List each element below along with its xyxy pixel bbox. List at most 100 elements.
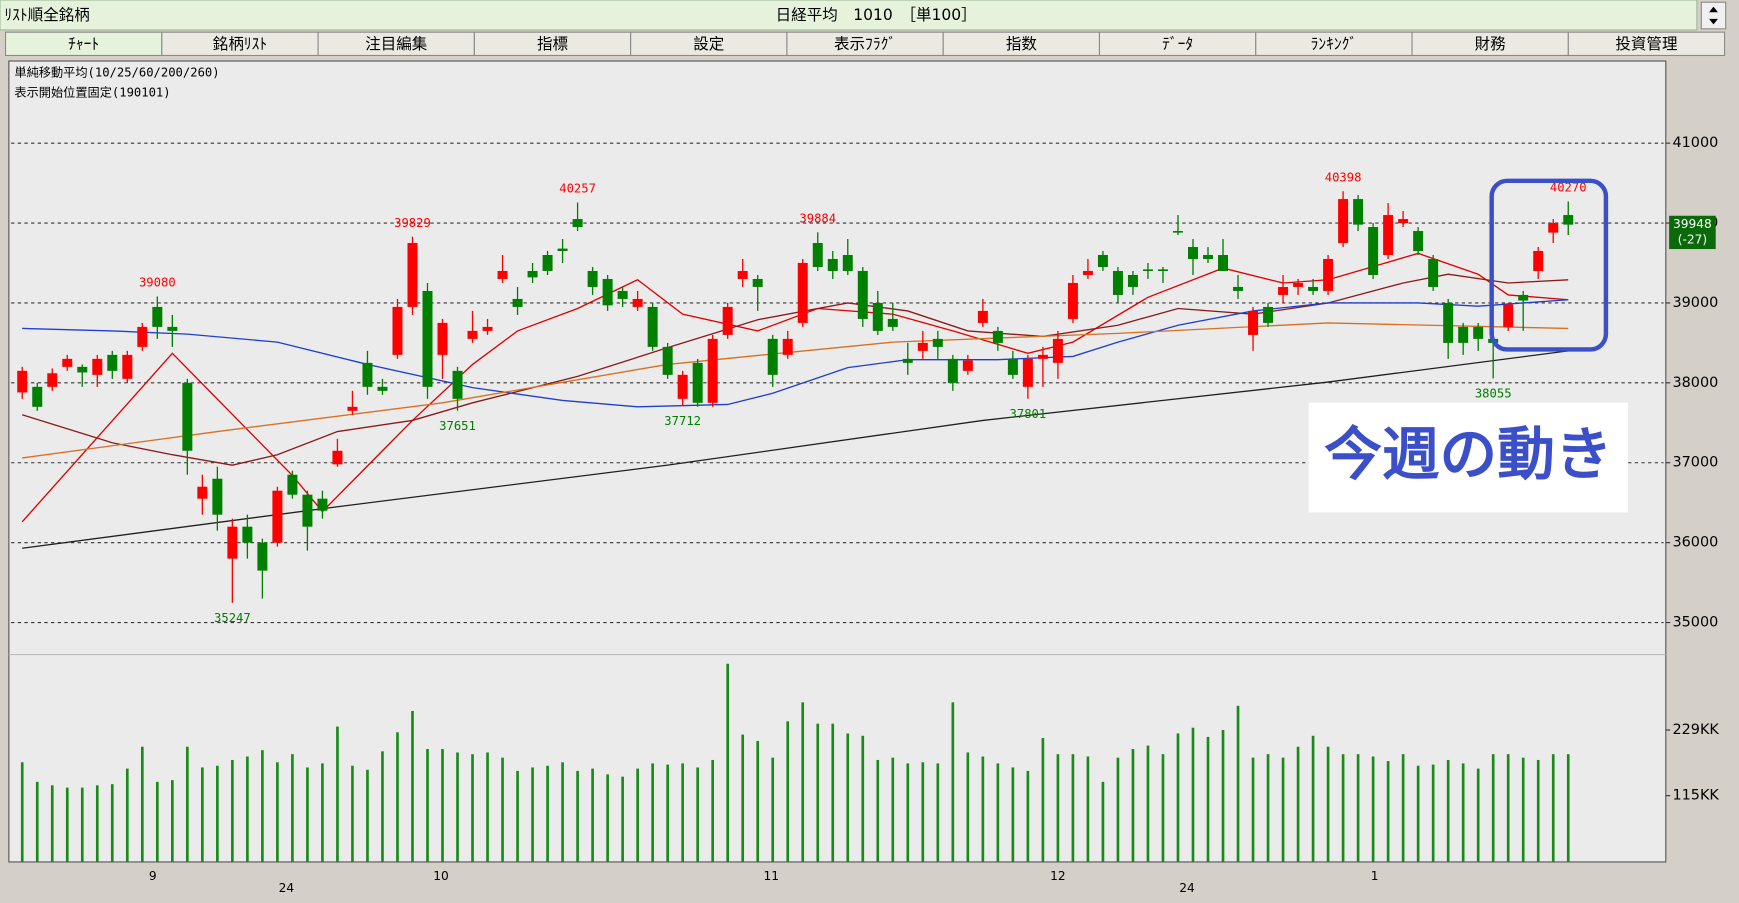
volume-bar <box>1251 757 1255 862</box>
candle-body <box>587 270 598 287</box>
volume-bar <box>1476 768 1480 862</box>
candle-body <box>1398 219 1409 224</box>
header-title: 日経平均 1010 ［単100］ <box>776 6 977 24</box>
candle-body <box>1308 286 1319 291</box>
volume-bar <box>396 732 399 862</box>
candle-body <box>632 298 643 307</box>
low-label: 37712 <box>664 414 701 428</box>
candle-body <box>1293 282 1304 287</box>
candle-body <box>1052 338 1063 363</box>
high-label: 40398 <box>1325 170 1362 184</box>
candle-body <box>482 326 493 331</box>
volume-bar <box>531 767 534 862</box>
volume-bar <box>1101 781 1105 862</box>
volume-bar <box>95 785 99 862</box>
volume-bar <box>1491 754 1495 862</box>
candle-body <box>212 478 223 515</box>
volume-pane <box>20 663 1570 862</box>
volume-bar <box>261 750 264 862</box>
tab-label[interactable]: ﾁｬｰﾄ <box>68 35 99 53</box>
volume-bar <box>1221 729 1225 862</box>
volume-bar <box>231 759 234 862</box>
candle-body <box>662 346 673 375</box>
tab-label[interactable]: 指数 <box>1006 35 1038 53</box>
candles <box>17 191 1574 603</box>
candle-body <box>602 278 613 306</box>
tab[interactable] <box>1567 31 1726 57</box>
candle-body <box>782 338 793 355</box>
volume-bar <box>201 767 204 862</box>
volume-bar <box>786 721 790 862</box>
spinner-up[interactable] <box>1709 6 1718 13</box>
volume-bar <box>1086 756 1090 862</box>
candle-body <box>437 322 448 355</box>
tab-label[interactable]: ﾗﾝｷﾝｸﾞ <box>1311 35 1358 53</box>
volume-bar <box>381 751 384 862</box>
volume-bar <box>1431 764 1435 862</box>
volume-bar <box>501 757 504 862</box>
volume-bar <box>1446 759 1450 862</box>
candle-body <box>722 306 733 335</box>
candle-body <box>107 354 118 371</box>
volume-bar <box>216 765 219 862</box>
tab-label[interactable]: 設定 <box>693 35 724 53</box>
moving-average-line <box>22 299 1569 408</box>
indicator-label: 単純移動平均(10/25/60/200/260) <box>14 66 219 80</box>
list-label: ﾘｽﾄ順全銘柄 <box>4 6 89 24</box>
volume-bar <box>366 769 369 862</box>
tab-label[interactable]: 投資管理 <box>1615 35 1677 53</box>
volume-bar <box>291 754 294 862</box>
candle-body <box>137 326 148 347</box>
volume-bar <box>155 781 159 862</box>
candle-body <box>1338 199 1349 244</box>
candle-body <box>362 362 373 387</box>
candle-body <box>677 374 688 399</box>
y-tick-label: 36000 <box>1672 535 1718 551</box>
volume-bar <box>306 767 309 862</box>
volume-bar <box>1386 761 1390 862</box>
volume-bar <box>906 763 910 862</box>
volume-tick-label: 229KK <box>1672 722 1719 738</box>
candle-body <box>812 243 823 267</box>
volume-bar <box>35 781 39 862</box>
volume-bar <box>981 756 985 862</box>
x-tick-label: 1 <box>1371 869 1379 883</box>
tab-label[interactable]: 注目編集 <box>365 35 428 53</box>
candle-body <box>962 360 973 371</box>
tab-label[interactable]: 表示ﾌﾗｸﾞ <box>834 35 896 53</box>
spinner[interactable] <box>1700 1 1727 30</box>
volume-bar <box>1146 745 1150 862</box>
volume-bar <box>1206 736 1210 862</box>
grid: 35000360003700038000390004000041000115KK… <box>11 135 1719 895</box>
candle-body <box>1533 251 1544 271</box>
volume-bar <box>1116 757 1120 862</box>
spinner-down[interactable] <box>1709 18 1718 25</box>
candle-body <box>1172 231 1183 233</box>
candle-body <box>842 254 853 271</box>
tab-label[interactable]: 財務 <box>1475 35 1507 53</box>
volume-bar <box>1191 727 1195 862</box>
candle-body <box>257 542 268 571</box>
candle-body <box>992 330 1003 343</box>
candle-body <box>422 290 433 387</box>
volume-bar <box>456 752 459 862</box>
candle-body <box>797 262 808 323</box>
labels: 39080 39829 40257 39884 40398 40270 35247 37651… <box>139 170 1716 625</box>
volume-bar <box>246 756 249 862</box>
tab-label[interactable]: 指標 <box>537 35 568 53</box>
candle-body <box>1323 258 1334 291</box>
volume-bar <box>351 765 354 862</box>
candle-body <box>1233 286 1244 291</box>
volume-bar <box>651 763 654 862</box>
volume-bar <box>1371 756 1375 862</box>
tab-label[interactable]: 銘柄ﾘｽﾄ <box>213 35 267 53</box>
candle-body <box>1428 258 1439 287</box>
volume-bar <box>1131 749 1135 862</box>
moving-averages <box>21 252 1569 549</box>
low-label: 37651 <box>439 419 476 433</box>
x-tick-label: 24 <box>1179 881 1195 895</box>
tab-label[interactable]: ﾃﾞｰﾀ <box>1162 35 1193 53</box>
candle-body <box>17 370 28 393</box>
candle-body <box>1248 310 1259 335</box>
volume-bar <box>921 762 925 862</box>
